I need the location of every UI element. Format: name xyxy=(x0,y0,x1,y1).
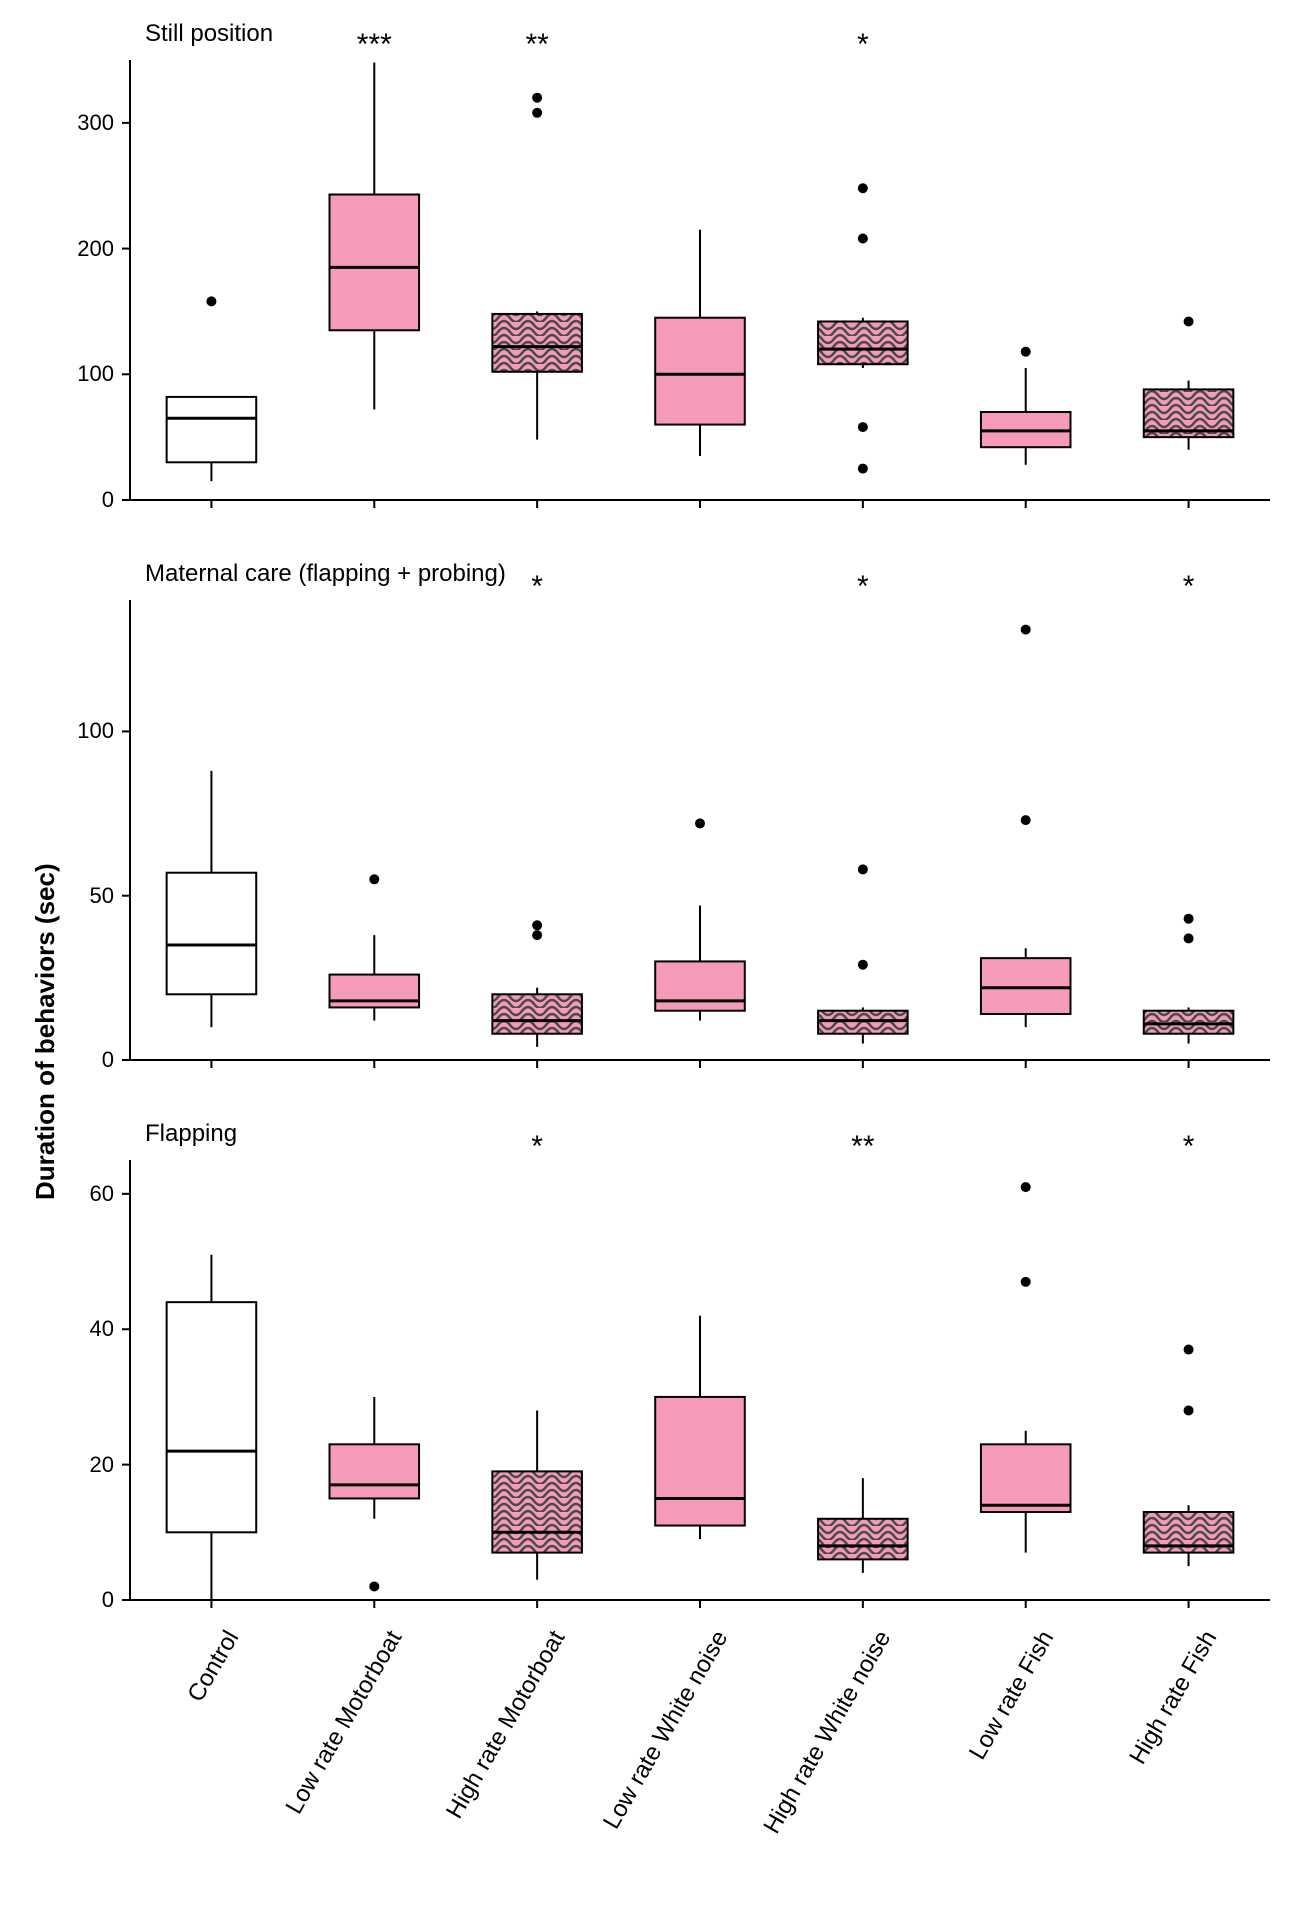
box xyxy=(167,873,257,995)
y-tick-label: 60 xyxy=(64,1181,114,1207)
outlier-point xyxy=(532,930,542,940)
outlier-point xyxy=(695,818,705,828)
outlier-point xyxy=(1021,1182,1031,1192)
outlier-point xyxy=(1021,1277,1031,1287)
y-tick-label: 50 xyxy=(64,883,114,909)
box xyxy=(492,314,582,372)
y-tick-label: 40 xyxy=(64,1316,114,1342)
chart-svg xyxy=(0,0,1299,1905)
outlier-point xyxy=(1021,815,1031,825)
outlier-point xyxy=(858,864,868,874)
box xyxy=(818,1519,908,1560)
outlier-point xyxy=(532,93,542,103)
y-tick-label: 0 xyxy=(64,1047,114,1073)
y-axis-label: Duration of behaviors (sec) xyxy=(30,863,61,1200)
box xyxy=(330,1444,420,1498)
y-tick-label: 100 xyxy=(64,718,114,744)
box xyxy=(167,1302,257,1532)
y-tick-label: 200 xyxy=(64,236,114,262)
significance-marker: * xyxy=(1149,570,1229,604)
panel-0 xyxy=(122,60,1270,508)
outlier-point xyxy=(858,183,868,193)
outlier-point xyxy=(858,960,868,970)
box xyxy=(167,397,257,462)
panel-2 xyxy=(122,1160,1270,1608)
box xyxy=(655,1397,745,1526)
box xyxy=(655,961,745,1010)
outlier-point xyxy=(1184,1345,1194,1355)
box xyxy=(818,321,908,364)
box xyxy=(981,1444,1071,1512)
outlier-point xyxy=(532,920,542,930)
panel-title: Flapping xyxy=(145,1120,237,1148)
outlier-point xyxy=(369,1581,379,1591)
significance-marker: * xyxy=(497,570,577,604)
outlier-point xyxy=(858,422,868,432)
outlier-point xyxy=(1021,347,1031,357)
outlier-point xyxy=(369,874,379,884)
y-tick-label: 100 xyxy=(64,361,114,387)
boxplot-figure: Duration of behaviors (sec) Still positio… xyxy=(0,0,1299,1905)
significance-marker: * xyxy=(823,28,903,62)
significance-marker: * xyxy=(1149,1130,1229,1164)
box xyxy=(818,1011,908,1034)
outlier-point xyxy=(532,108,542,118)
box xyxy=(330,975,420,1008)
significance-marker: *** xyxy=(334,28,414,62)
box xyxy=(492,994,582,1033)
outlier-point xyxy=(858,464,868,474)
box xyxy=(492,1471,582,1552)
outlier-point xyxy=(1021,625,1031,635)
significance-marker: * xyxy=(823,570,903,604)
significance-marker: ** xyxy=(497,28,577,62)
outlier-point xyxy=(1184,1405,1194,1415)
outlier-point xyxy=(1184,316,1194,326)
box xyxy=(330,195,420,331)
y-tick-label: 300 xyxy=(64,110,114,136)
outlier-point xyxy=(858,234,868,244)
significance-marker: * xyxy=(497,1130,577,1164)
y-tick-label: 20 xyxy=(64,1452,114,1478)
box xyxy=(981,958,1071,1014)
panel-title: Still position xyxy=(145,20,273,48)
panel-title: Maternal care (flapping + probing) xyxy=(145,560,506,588)
box xyxy=(1144,1011,1234,1034)
outlier-point xyxy=(1184,914,1194,924)
outlier-point xyxy=(206,296,216,306)
y-tick-label: 0 xyxy=(64,1587,114,1613)
y-tick-label: 0 xyxy=(64,487,114,513)
box xyxy=(655,318,745,425)
outlier-point xyxy=(1184,933,1194,943)
significance-marker: ** xyxy=(823,1130,903,1164)
panel-1 xyxy=(122,600,1270,1068)
